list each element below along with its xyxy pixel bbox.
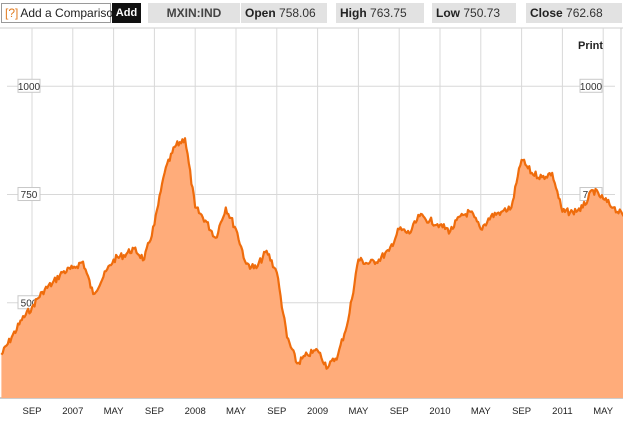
low-value: 750.73 — [463, 6, 501, 20]
low-quote: Low 750.73 — [432, 3, 516, 23]
x-tick-label: 2008 — [185, 406, 206, 417]
x-tick-label: 2011 — [552, 406, 572, 417]
add-comparison-label: Add a Comparison — [20, 6, 120, 20]
y-tick-label-left-box — [17, 78, 41, 93]
y-tick-label-left: 500 — [21, 298, 38, 309]
x-tick-label: MAY — [348, 406, 369, 417]
close-label: Close — [530, 6, 563, 20]
x-tick-label: MAY — [471, 406, 492, 417]
y-tick-label-left: 1000 — [18, 82, 41, 93]
x-tick-label: 2007 — [62, 406, 83, 417]
x-tick-label: MAY — [104, 406, 125, 417]
y-tick-label-left-box — [17, 187, 41, 202]
y-tick-label-right: 1000 — [580, 82, 603, 93]
x-tick-label: 2009 — [307, 406, 328, 417]
x-tick-label: SEP — [22, 406, 41, 417]
high-label: High — [340, 6, 367, 20]
open-value: 758.06 — [279, 6, 316, 20]
print-button[interactable]: Print — [578, 40, 604, 52]
quote-toolbar: [?] Add a Comparison Add MXIN:IND Open 75… — [0, 0, 623, 28]
high-quote: High 763.75 — [336, 3, 424, 23]
x-tick-label: SEP — [512, 406, 531, 417]
help-icon[interactable]: [?] — [5, 6, 19, 20]
open-label: Open — [245, 6, 276, 20]
x-tick-label: MAY — [593, 406, 614, 417]
price-area — [1, 138, 623, 398]
add-button[interactable]: Add — [112, 3, 141, 23]
x-tick-label: SEP — [267, 406, 286, 417]
x-tick-label: SEP — [390, 406, 409, 417]
add-comparison-input[interactable]: [?] Add a Comparison — [1, 3, 120, 23]
low-label: Low — [436, 6, 460, 20]
x-tick-label: SEP — [145, 406, 164, 417]
x-tick-label: 2010 — [429, 406, 450, 417]
price-line — [0, 137, 623, 370]
high-value: 763.75 — [370, 6, 407, 20]
ticker-symbol: MXIN:IND — [148, 3, 240, 23]
open-quote: Open 758.06 — [241, 3, 327, 23]
close-value: 762.68 — [566, 6, 603, 20]
y-tick-label-right-box — [579, 78, 603, 93]
y-tick-label-left: 750 — [21, 190, 38, 201]
close-quote: Close 762.68 — [526, 3, 622, 23]
x-tick-label: MAY — [226, 406, 247, 417]
